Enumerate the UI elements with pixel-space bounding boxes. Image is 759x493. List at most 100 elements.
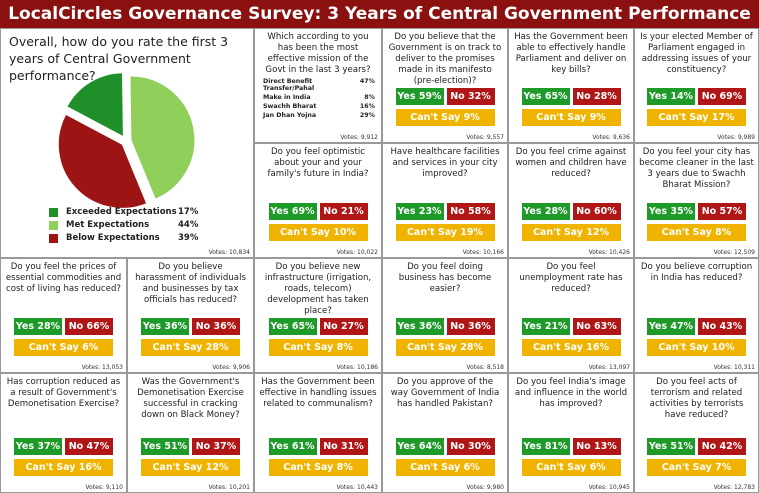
answer-row: Can't Say 17% <box>635 109 758 126</box>
yes-result: Yes 61% <box>268 438 317 455</box>
answer-row: Yes 65% No 27% <box>255 318 381 335</box>
yes-result: Yes 36% <box>141 318 189 335</box>
yes-result: Yes 65% <box>268 318 317 335</box>
survey-card: Has the Government been able to effectiv… <box>508 28 634 143</box>
survey-card: Has the Government been effective in han… <box>254 373 382 493</box>
no-result: No 66% <box>65 318 113 335</box>
cant-say-result: Can't Say 8% <box>647 224 746 241</box>
mission-item: Direct Benefit Transfer/Pahal 47% <box>255 76 381 92</box>
question: Do you believe corruption in India has r… <box>640 262 753 283</box>
question: Was the Government's Demonetisation Exer… <box>137 377 244 420</box>
survey-card: Has corruption reduced as a result of Go… <box>0 373 127 493</box>
survey-card: Do you believe new infrastructure (irrig… <box>254 258 382 373</box>
answer-row: Can't Say 6% <box>383 459 507 476</box>
pie-slice <box>57 113 148 209</box>
answer-row: Yes 47% No 43% <box>635 318 758 335</box>
answer-row: Can't Say 12% <box>128 459 253 476</box>
answer-row: Yes 65% No 28% <box>509 88 633 105</box>
survey-card: Do you feel doing business has become ea… <box>382 258 508 373</box>
legend-swatch <box>49 220 58 230</box>
mission-name: Direct Benefit Transfer/Pahal <box>263 78 315 92</box>
no-result: No 13% <box>572 438 621 455</box>
answer-row: Yes 14% No 69% <box>635 88 758 105</box>
votes: Votes: 12,509 <box>713 249 755 256</box>
yes-result: Yes 51% <box>141 438 189 455</box>
answer-row: Yes 64% No 30% <box>383 438 507 455</box>
mission-percent: 16% <box>359 103 375 110</box>
answer-row: Yes 28% No 60% <box>509 203 633 220</box>
no-result: No 36% <box>192 318 240 335</box>
yes-result: Yes 51% <box>647 438 695 455</box>
no-result: No 57% <box>698 203 746 220</box>
cant-say-result: Can't Say 16% <box>14 459 113 476</box>
answer-row: Can't Say 12% <box>509 224 633 241</box>
legend-swatch <box>49 233 58 243</box>
yes-result: Yes 35% <box>647 203 695 220</box>
cant-say-result: Can't Say 9% <box>395 109 495 126</box>
answer-row: Yes 51% No 37% <box>128 438 253 455</box>
yes-result: Yes 59% <box>395 88 444 105</box>
survey-card: Do you feel optimistic about your and yo… <box>254 143 382 258</box>
question: Do you feel India's image and influence … <box>514 377 628 409</box>
votes: Votes: 10,166 <box>462 249 504 256</box>
no-result: No 43% <box>698 318 746 335</box>
yes-result: Yes 47% <box>647 318 695 335</box>
answer-row: Can't Say 8% <box>255 459 381 476</box>
survey-card: Do you feel your city has become cleaner… <box>634 143 759 258</box>
cant-say-result: Can't Say 12% <box>141 459 240 476</box>
yes-result: Yes 65% <box>521 88 570 105</box>
survey-card: Do you believe harassment of individuals… <box>127 258 254 373</box>
cant-say-result: Can't Say 19% <box>395 224 495 241</box>
legend-item: Below Expectations 39% <box>49 233 198 243</box>
pie-slice <box>66 72 124 138</box>
no-result: No 58% <box>446 203 495 220</box>
cant-say-result: Can't Say 6% <box>14 339 113 356</box>
survey-card: Do you feel crime against women and chil… <box>508 143 634 258</box>
pie-slice <box>129 75 196 200</box>
mission-item: Make in India 8% <box>255 92 381 101</box>
answer-row: Yes 81% No 13% <box>509 438 633 455</box>
question: Do you feel crime against women and chil… <box>515 147 627 179</box>
answer-row: Yes 51% No 42% <box>635 438 758 455</box>
no-result: No 63% <box>572 318 621 335</box>
answer-row: Can't Say 6% <box>1 339 126 356</box>
legend-swatch <box>49 207 58 217</box>
yes-result: Yes 28% <box>521 203 570 220</box>
mission-percent: 8% <box>364 94 375 101</box>
legend-label: Met Expectations <box>66 220 150 230</box>
survey-card: Do you feel the prices of essential comm… <box>0 258 127 373</box>
survey-card: Do you feel India's image and influence … <box>508 373 634 493</box>
question: Do you feel doing business has become ea… <box>398 262 492 294</box>
votes: Votes: 10,201 <box>208 484 250 491</box>
legend-item: Exceeded Expectations 17% <box>49 207 198 217</box>
votes: Votes: 10,022 <box>336 249 378 256</box>
votes: Votes: 9,557 <box>466 134 504 141</box>
legend-item: Met Expectations 44% <box>49 220 198 230</box>
legend-label: Exceeded Expectations <box>66 207 177 217</box>
cant-say-result: Can't Say 6% <box>521 459 621 476</box>
question: Do you feel acts of terrorism and relate… <box>649 377 744 420</box>
no-result: No 28% <box>572 88 621 105</box>
mission-percent: 47% <box>359 78 375 85</box>
question: Which according to you has been the most… <box>265 32 371 75</box>
answer-row: Can't Say 10% <box>255 224 381 241</box>
question: Do you believe harassment of individuals… <box>135 262 246 305</box>
no-result: No 37% <box>192 438 240 455</box>
mission-item: Jan Dhan Yojna 29% <box>255 110 381 119</box>
question: Do you believe new infrastructure (irrig… <box>264 262 372 316</box>
votes: Votes: 10,311 <box>713 364 755 371</box>
overall-panel: Overall, how do you rate the first 3 yea… <box>0 28 254 258</box>
answer-row: Yes 61% No 31% <box>255 438 381 455</box>
votes: Votes: 9,110 <box>85 484 123 491</box>
no-result: No 31% <box>319 438 368 455</box>
question: Has the Government been effective in han… <box>259 377 377 409</box>
cant-say-result: Can't Say 28% <box>395 339 495 356</box>
answer-row: Yes 69% No 21% <box>255 203 381 220</box>
votes: Votes: 10,945 <box>588 484 630 491</box>
no-result: No 27% <box>319 318 368 335</box>
survey-card: Do you feel acts of terrorism and relate… <box>634 373 759 493</box>
question: Do you feel unemployment rate has reduce… <box>519 262 623 294</box>
legend-value: 39% <box>178 233 199 243</box>
survey-card: Do you believe corruption in India has r… <box>634 258 759 373</box>
cant-say-result: Can't Say 7% <box>647 459 746 476</box>
